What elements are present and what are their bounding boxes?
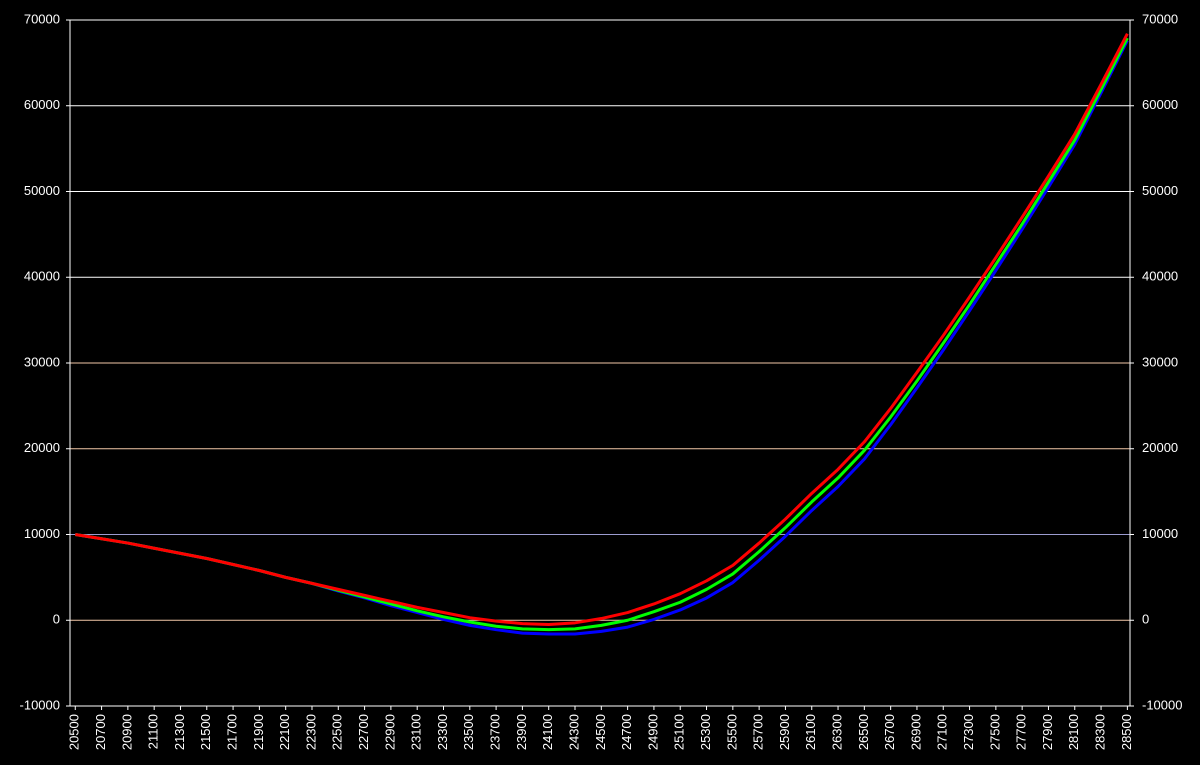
y2-tick-label: -10000 xyxy=(1142,697,1182,712)
y2-tick-label: 10000 xyxy=(1142,526,1178,541)
x-tick-label: 21700 xyxy=(225,714,240,750)
y-tick-label: 50000 xyxy=(24,183,60,198)
x-tick-label: 27500 xyxy=(987,714,1002,750)
x-tick-label: 22500 xyxy=(330,714,345,750)
y-tick-label: 60000 xyxy=(24,97,60,112)
y2-tick-label: 40000 xyxy=(1142,269,1178,284)
y-tick-label: 0 xyxy=(53,612,60,627)
x-tick-label: 24300 xyxy=(566,714,581,750)
x-tick-label: 23700 xyxy=(488,714,503,750)
x-tick-label: 27700 xyxy=(1014,714,1029,750)
x-tick-label: 26700 xyxy=(882,714,897,750)
x-tick-label: 28100 xyxy=(1066,714,1081,750)
x-tick-label: 28500 xyxy=(1119,714,1134,750)
x-tick-label: 23500 xyxy=(461,714,476,750)
y2-tick-label: 30000 xyxy=(1142,354,1178,369)
x-tick-label: 22300 xyxy=(303,714,318,750)
y2-tick-label: 0 xyxy=(1142,612,1149,627)
x-tick-label: 26900 xyxy=(908,714,923,750)
x-tick-label: 22100 xyxy=(277,714,292,750)
x-tick-label: 24100 xyxy=(540,714,555,750)
y2-tick-label: 20000 xyxy=(1142,440,1178,455)
x-tick-label: 25500 xyxy=(724,714,739,750)
x-tick-label: 23900 xyxy=(514,714,529,750)
y-tick-label: -10000 xyxy=(20,697,60,712)
x-tick-label: 25700 xyxy=(751,714,766,750)
x-tick-label: 23300 xyxy=(435,714,450,750)
x-tick-label: 20700 xyxy=(93,714,108,750)
y2-tick-label: 60000 xyxy=(1142,97,1178,112)
x-tick-label: 28300 xyxy=(1093,714,1108,750)
y-tick-label: 40000 xyxy=(24,269,60,284)
y-tick-label: 10000 xyxy=(24,526,60,541)
x-tick-label: 21100 xyxy=(146,714,161,749)
x-tick-label: 26300 xyxy=(829,714,844,750)
x-tick-label: 26500 xyxy=(856,714,871,750)
x-tick-label: 27900 xyxy=(1040,714,1055,750)
x-tick-label: 25100 xyxy=(672,714,687,750)
y-tick-label: 70000 xyxy=(24,11,60,26)
x-tick-label: 21300 xyxy=(172,714,187,750)
x-tick-label: 21900 xyxy=(251,714,266,750)
x-tick-label: 27100 xyxy=(935,714,950,750)
x-tick-label: 23100 xyxy=(409,714,424,750)
x-tick-label: 25900 xyxy=(777,714,792,750)
x-tick-label: 24500 xyxy=(593,714,608,750)
x-tick-label: 22900 xyxy=(382,714,397,750)
y2-tick-label: 50000 xyxy=(1142,183,1178,198)
x-tick-label: 21500 xyxy=(198,714,213,750)
y2-tick-label: 70000 xyxy=(1142,11,1178,26)
y-tick-label: 20000 xyxy=(24,440,60,455)
series-line xyxy=(75,39,1129,636)
x-tick-label: 27300 xyxy=(961,714,976,750)
x-tick-label: 20900 xyxy=(119,714,134,750)
x-tick-label: 22700 xyxy=(356,714,371,750)
x-tick-label: 24900 xyxy=(645,714,660,750)
x-tick-label: 24700 xyxy=(619,714,634,750)
x-tick-label: 20500 xyxy=(67,714,82,750)
series-line xyxy=(75,33,1129,627)
series-line xyxy=(75,37,1129,632)
x-tick-label: 25300 xyxy=(698,714,713,750)
x-tick-label: 26100 xyxy=(803,714,818,750)
y-tick-label: 30000 xyxy=(24,354,60,369)
